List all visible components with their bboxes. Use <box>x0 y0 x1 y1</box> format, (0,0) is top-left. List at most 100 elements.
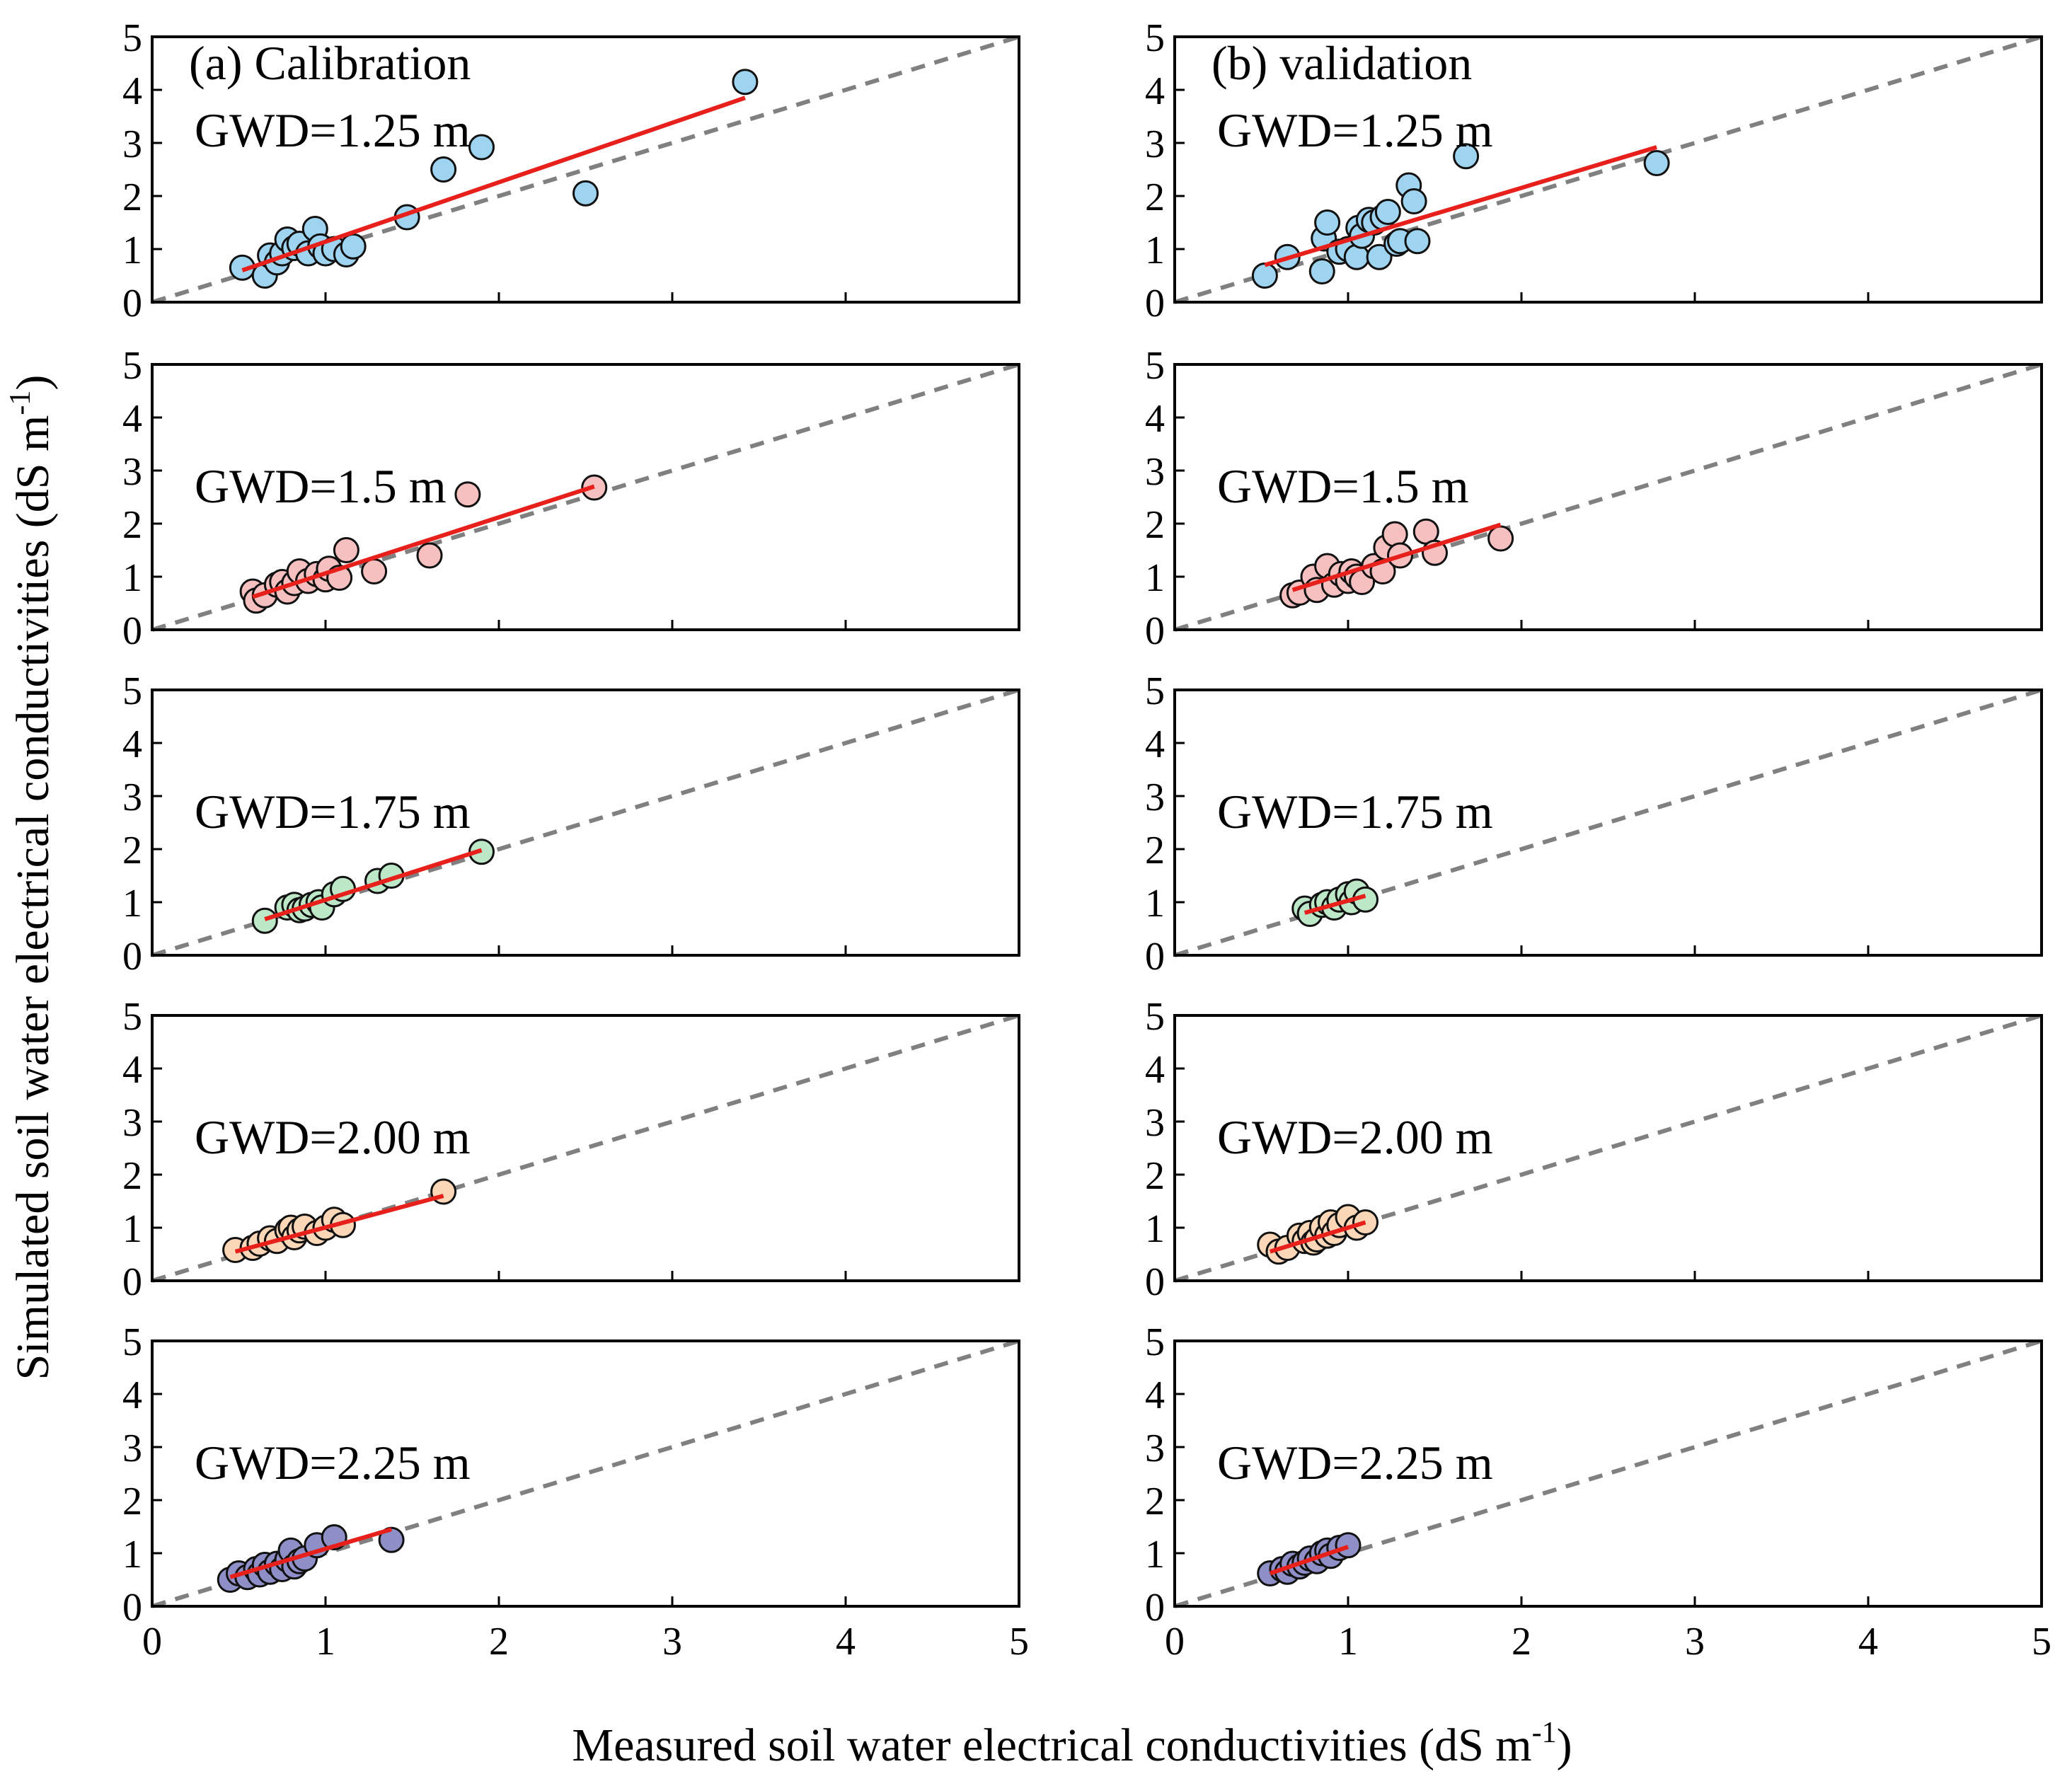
y-tick-label: 4 <box>1145 397 1165 441</box>
panel-validation-row-4: 0 1 2 3 4 5 GWD=2.00 m <box>1145 995 2043 1304</box>
y-tick-label: 3 <box>1145 1427 1165 1470</box>
y-tick-label: 3 <box>1145 1101 1165 1145</box>
x-tick-label: 2 <box>1512 1620 1531 1664</box>
y-tick-label: 4 <box>122 1373 142 1417</box>
y-tick-label: 0 <box>1145 609 1165 653</box>
y-tick-label: 0 <box>1145 935 1165 979</box>
plot-frame <box>151 1014 1020 1282</box>
y-axis-title-sup: -1 <box>4 391 37 415</box>
y-tick-label: 5 <box>1145 16 1165 60</box>
fit-line <box>1264 145 1657 267</box>
fit-line <box>234 1194 444 1254</box>
x-axis-title-sup: -1 <box>1532 1717 1557 1749</box>
y-tick-label: 4 <box>1145 722 1165 766</box>
y-tick-label: 5 <box>1145 344 1165 388</box>
data-point <box>1308 258 1335 284</box>
gwd-label: GWD=1.75 m <box>195 785 471 839</box>
y-tick-label: 1 <box>1145 1207 1165 1251</box>
data-point <box>1487 525 1514 552</box>
plot-frame <box>1173 35 2043 304</box>
data-point <box>1335 1532 1362 1559</box>
y-tick-label: 4 <box>122 1048 142 1092</box>
plot-frame <box>151 1340 1020 1608</box>
y-tick-label: 5 <box>122 16 142 60</box>
panel-validation-row-1: 0 1 2 3 4 5 (b) validation GWD=1.25 m <box>1145 16 2043 325</box>
y-tick-label: 1 <box>1145 229 1165 272</box>
fit-line <box>229 1527 392 1579</box>
y-tick-label: 5 <box>122 1320 142 1364</box>
gwd-label: GWD=1.25 m <box>195 103 471 157</box>
y-tick-label: 2 <box>122 1480 142 1523</box>
x-tick-label: 4 <box>836 1620 856 1664</box>
gwd-label: GWD=2.00 m <box>1217 1110 1493 1164</box>
fit-line <box>1291 522 1502 592</box>
y-tick-label: 4 <box>1145 1373 1165 1417</box>
fit-line <box>264 848 483 921</box>
data-point <box>1643 150 1670 176</box>
y-tick-label: 4 <box>1145 1048 1165 1092</box>
y-tick-label: 2 <box>1145 1154 1165 1198</box>
plot-frame <box>151 363 1020 631</box>
y-tick-label: 1 <box>1145 1533 1165 1577</box>
gwd-label: GWD=1.25 m <box>1217 103 1493 157</box>
y-tick-label: 4 <box>122 397 142 441</box>
y-tick-label: 2 <box>1145 829 1165 872</box>
y-tick-label: 1 <box>122 1207 142 1251</box>
x-tick-label: 2 <box>489 1620 509 1664</box>
plot-frame <box>1173 1340 2043 1608</box>
data-point <box>251 907 278 934</box>
y-tick-label: 2 <box>122 829 142 872</box>
x-tick-label: 0 <box>142 1620 162 1664</box>
x-tick-label: 1 <box>316 1620 335 1664</box>
y-tick-label: 0 <box>122 935 142 979</box>
y-tick-label: 4 <box>1145 69 1165 113</box>
data-point <box>1314 209 1341 236</box>
plot-frame <box>1173 1014 2043 1282</box>
y-tick-label: 0 <box>122 609 142 653</box>
y-tick-label: 2 <box>1145 1480 1165 1523</box>
x-tick-label: 5 <box>1009 1620 1029 1664</box>
one-to-one-line <box>1174 35 2042 304</box>
y-tick-label: 5 <box>1145 995 1165 1039</box>
x-tick-label: 4 <box>1858 1620 1878 1664</box>
panel-calibration-row-2: 0 1 2 3 4 5 GWD=1.5 m <box>122 344 1020 653</box>
plot-frame <box>1173 363 2043 631</box>
y-tick-label: 5 <box>122 344 142 388</box>
data-point <box>572 180 599 207</box>
data-point <box>732 69 759 96</box>
y-tick-label: 3 <box>122 1427 142 1470</box>
panel-title: (a) Calibration <box>189 36 471 90</box>
data-point <box>1404 228 1431 255</box>
y-tick-label: 4 <box>122 69 142 113</box>
data-point <box>416 542 443 569</box>
data-point <box>1366 243 1393 270</box>
fit-line <box>1303 894 1366 915</box>
y-tick-label: 1 <box>122 882 142 926</box>
x-tick-label: 0 <box>1165 1620 1185 1664</box>
y-tick-label: 1 <box>122 556 142 600</box>
y-tick-label: 5 <box>122 669 142 713</box>
x-tick-label: 5 <box>2032 1620 2051 1664</box>
x-axis-title-end: ) <box>1557 1719 1572 1771</box>
y-axis-title-main: Simulated soil water electrical conducti… <box>7 415 59 1381</box>
panel-calibration-row-1: 0 1 2 3 4 5 (a) Calibration GWD=1.25 m <box>122 16 1020 325</box>
plot-frame <box>151 689 1020 957</box>
y-tick-label: 3 <box>122 1101 142 1145</box>
data-point <box>361 558 388 584</box>
gwd-label: GWD=1.75 m <box>1217 785 1493 839</box>
data-point <box>1381 521 1408 548</box>
panel-calibration-row-4: 0 1 2 3 4 5 GWD=2.00 m <box>122 995 1020 1304</box>
fit-line <box>252 484 595 599</box>
fit-line <box>1269 1220 1366 1254</box>
panel-title: (b) validation <box>1211 36 1472 90</box>
y-tick-label: 1 <box>1145 556 1165 600</box>
y-tick-label: 2 <box>122 1154 142 1198</box>
y-tick-label: 0 <box>122 1586 142 1630</box>
x-axis-title: Measured soil water electrical conductiv… <box>572 1717 1572 1771</box>
y-tick-label: 2 <box>122 503 142 547</box>
x-tick-label: 3 <box>662 1620 682 1664</box>
gwd-label: GWD=1.5 m <box>195 459 447 513</box>
data-point <box>454 481 481 508</box>
